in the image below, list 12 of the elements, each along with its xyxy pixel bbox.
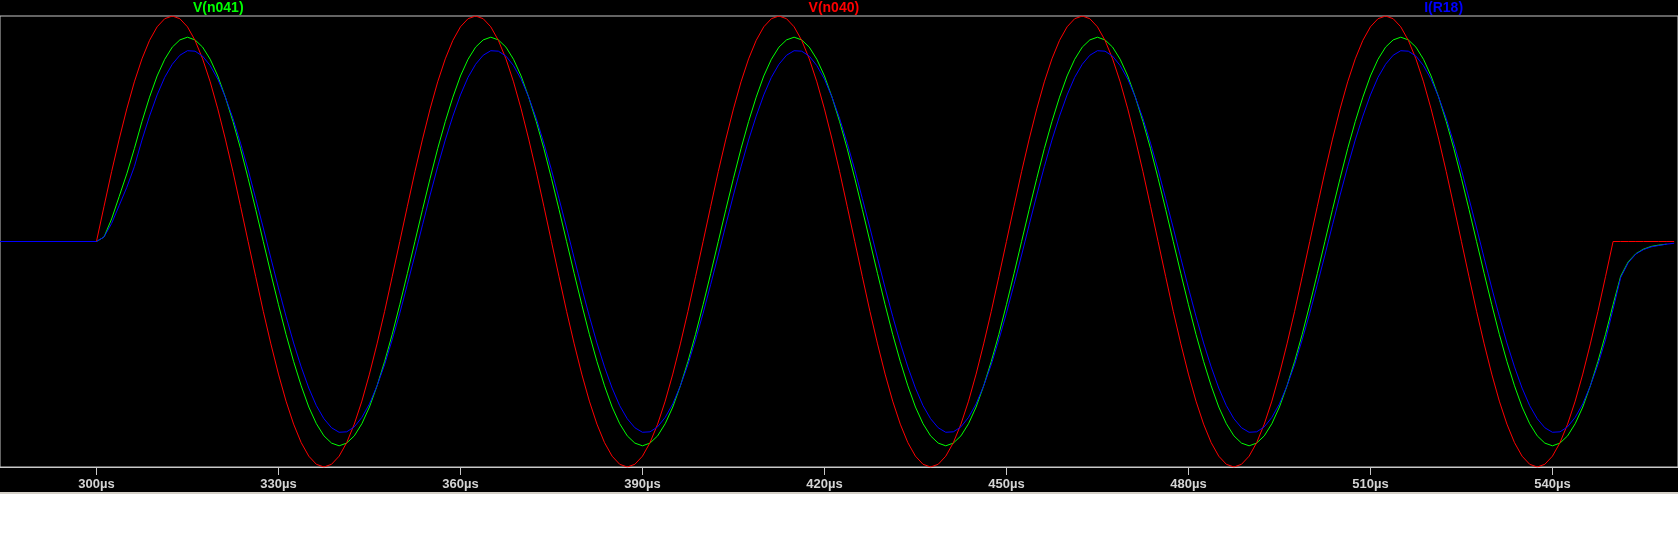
- x-tick-label: 390µs: [624, 476, 661, 491]
- x-tick-label: 420µs: [806, 476, 843, 491]
- x-tick-label: 480µs: [1170, 476, 1207, 491]
- x-tick-label: 300µs: [78, 476, 115, 491]
- x-tick-label: 540µs: [1534, 476, 1571, 491]
- x-tick-label: 450µs: [988, 476, 1025, 491]
- series-label: V(n040): [808, 0, 860, 15]
- text: I(R18): [1424, 0, 1464, 15]
- x-tick-label: 510µs: [1352, 476, 1389, 491]
- x-tick-label: 330µs: [260, 476, 297, 491]
- series-label: V(n041): [193, 0, 244, 15]
- x-tick-label: 360µs: [442, 476, 479, 491]
